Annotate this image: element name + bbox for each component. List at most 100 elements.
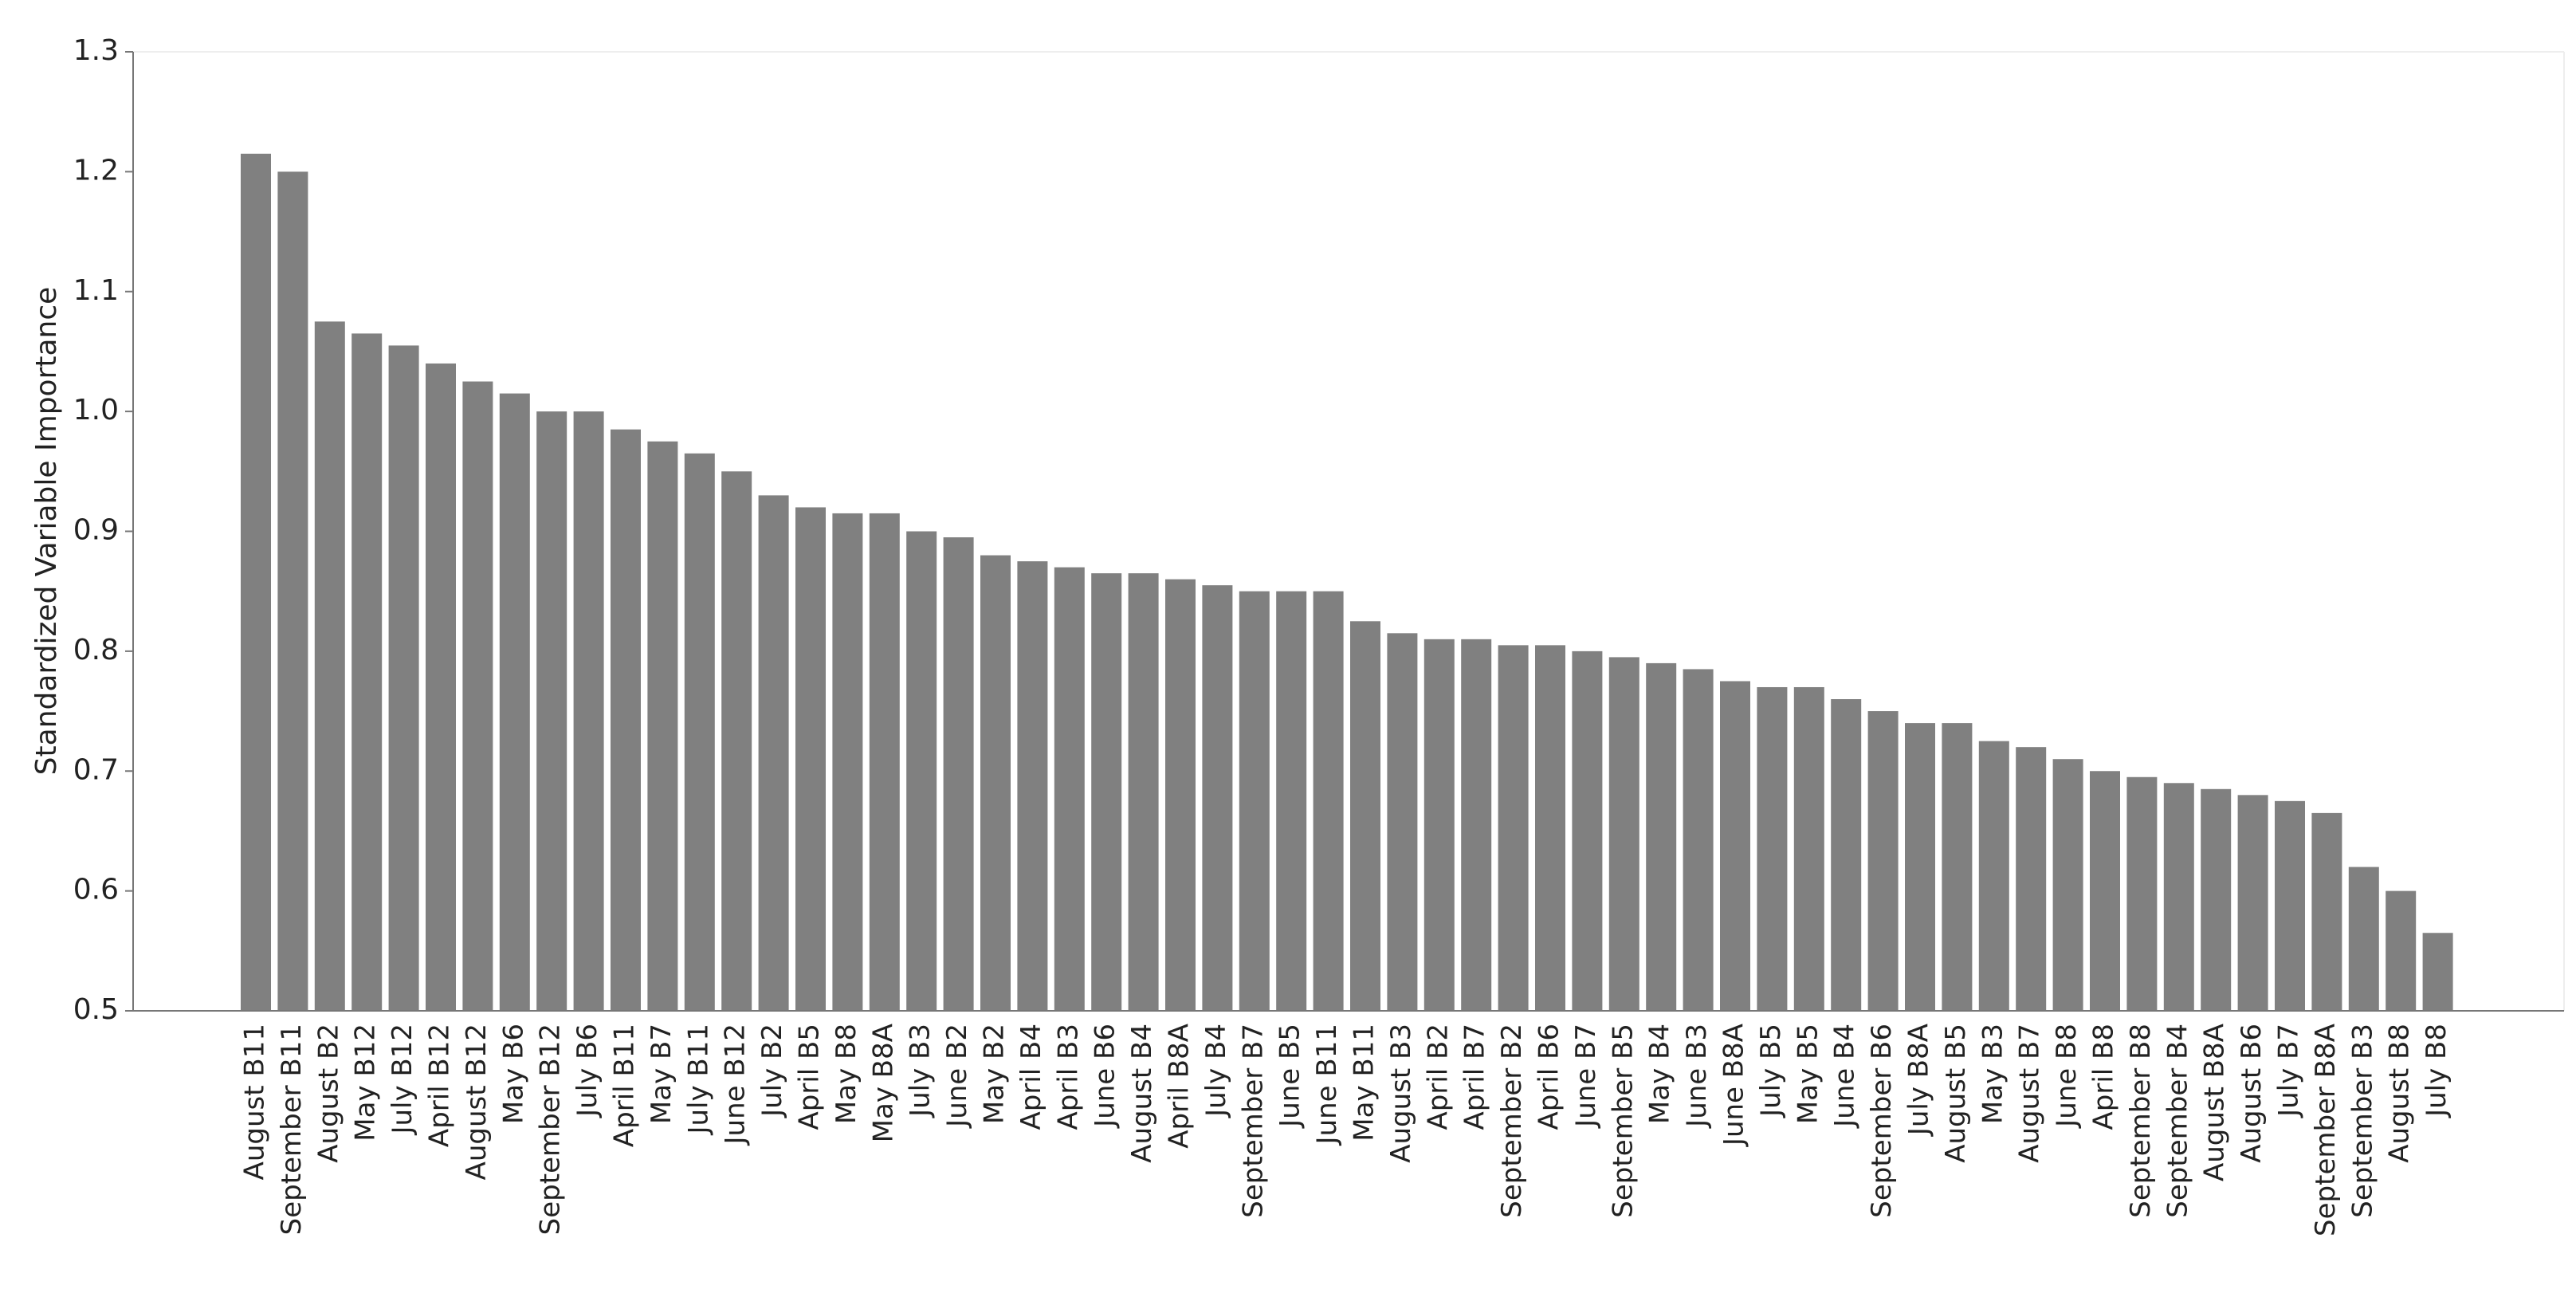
bar	[2201, 788, 2232, 1011]
x-tick-label: August B5	[1940, 1024, 1972, 1163]
x-tick-label: May B8A	[867, 1024, 899, 1142]
bar	[499, 393, 530, 1012]
bar	[1942, 723, 1973, 1011]
x-tick-label: April B5	[794, 1024, 826, 1130]
bar	[1793, 686, 1824, 1011]
bar	[2348, 867, 2379, 1011]
x-tick-label: April B4	[1015, 1024, 1047, 1130]
x-tick-label: June B2	[941, 1024, 973, 1129]
x-tick-label: September B8	[2125, 1024, 2157, 1218]
bar	[1608, 657, 1639, 1011]
x-tick-label: July B12	[387, 1024, 418, 1136]
x-tick-label: May B8	[831, 1024, 862, 1124]
x-tick-label: August B3	[1385, 1024, 1417, 1163]
x-tick-label: July B8A	[1903, 1024, 1935, 1137]
y-tick-label: 1.2	[73, 154, 119, 187]
x-tick-label: June B12	[720, 1024, 752, 1146]
y-tick-label: 0.6	[73, 874, 119, 906]
x-tick-label: June B8	[2051, 1024, 2083, 1129]
x-tick-label: September B11	[276, 1024, 308, 1235]
x-tick-label: September B12	[535, 1024, 567, 1235]
x-tick-label: August B4	[1126, 1024, 1158, 1163]
y-tick-label: 0.5	[73, 993, 119, 1026]
x-tick-label: August B12	[461, 1024, 493, 1180]
bar	[2311, 812, 2342, 1011]
bar	[241, 153, 271, 1012]
y-tick-label: 0.9	[73, 514, 119, 547]
x-tick-label: June B11	[1311, 1024, 1343, 1146]
x-tick-label: August B2	[312, 1024, 344, 1163]
y-tick-label: 0.7	[73, 753, 119, 786]
bar	[1978, 741, 2009, 1011]
x-tick-label: July B11	[682, 1024, 714, 1136]
x-tick-label: July B8	[2421, 1024, 2452, 1118]
bar	[1423, 639, 1455, 1011]
x-tick-label: July B4	[1200, 1024, 1232, 1118]
x-tick-label: May B7	[646, 1024, 677, 1124]
bar	[758, 495, 789, 1011]
x-tick-label: September B4	[2162, 1024, 2193, 1218]
x-tick-label: August B8A	[2199, 1024, 2231, 1181]
y-tick-label: 1.0	[73, 394, 119, 426]
bar	[314, 321, 345, 1011]
bar	[980, 555, 1011, 1011]
bar	[1720, 681, 1750, 1011]
x-tick-label: July B7	[2273, 1024, 2305, 1118]
bar	[1091, 573, 1122, 1011]
x-tick-label: May B5	[1792, 1024, 1824, 1124]
x-tick-label: April B11	[609, 1024, 641, 1147]
x-tick-label: July B3	[905, 1024, 937, 1118]
bar	[2090, 771, 2120, 1011]
bar	[832, 513, 863, 1011]
x-tick-label: June B6	[1090, 1024, 1121, 1129]
bar	[1017, 561, 1048, 1011]
bar	[2237, 795, 2268, 1011]
bar	[869, 513, 900, 1011]
x-tick-label: May B4	[1644, 1024, 1676, 1124]
bar	[1128, 573, 1159, 1011]
x-tick-label: July B5	[1755, 1024, 1787, 1118]
bar	[1757, 686, 1788, 1011]
bar	[647, 441, 678, 1011]
bar	[536, 411, 567, 1011]
bar	[351, 333, 383, 1012]
x-tick-label: September B5	[1607, 1024, 1639, 1218]
x-tick-label: June B4	[1829, 1024, 1861, 1129]
bar	[1498, 645, 1529, 1011]
x-tick-label: July B2	[756, 1024, 788, 1118]
bar	[1461, 639, 1492, 1011]
bar	[1646, 662, 1677, 1011]
y-tick-label: 1.1	[73, 274, 119, 307]
bar	[1054, 567, 1085, 1011]
bar	[277, 171, 308, 1011]
bar	[1867, 711, 1899, 1011]
bar	[906, 531, 937, 1011]
bar	[943, 537, 974, 1011]
x-tick-label: September B3	[2346, 1024, 2378, 1218]
x-tick-label: September B6	[1866, 1024, 1898, 1218]
bar	[573, 411, 604, 1011]
x-tick-label: August B11	[239, 1024, 271, 1180]
bar	[611, 429, 641, 1011]
x-tick-label: June B7	[1570, 1024, 1602, 1129]
x-tick-label: August B8	[2384, 1024, 2416, 1163]
x-tick-label: April B3	[1052, 1024, 1084, 1130]
bar	[1276, 591, 1307, 1011]
x-tick-label: June B5	[1274, 1024, 1306, 1129]
x-tick-label: May B2	[979, 1024, 1011, 1124]
x-tick-label: June B3	[1681, 1024, 1713, 1129]
bar	[1905, 723, 1935, 1011]
bar	[2386, 890, 2417, 1011]
bar	[1387, 633, 1418, 1011]
x-tick-label: August B6	[2236, 1024, 2268, 1163]
x-tick-label: April B8	[2088, 1024, 2120, 1130]
bar	[1831, 699, 1862, 1011]
x-tick-label: April B2	[1422, 1024, 1454, 1130]
bar	[2422, 933, 2453, 1011]
x-tick-label: June B8A	[1718, 1024, 1750, 1147]
x-tick-label: May B6	[497, 1024, 529, 1124]
y-tick-label: 0.8	[73, 634, 119, 666]
bar	[2126, 776, 2158, 1011]
x-tick-label: May B3	[1977, 1024, 2009, 1124]
